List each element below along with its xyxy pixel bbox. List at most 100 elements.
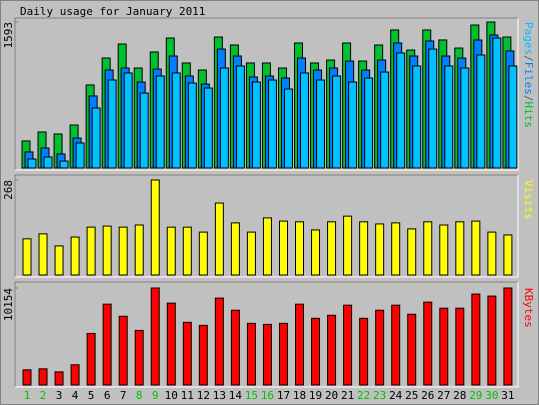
bar bbox=[423, 301, 433, 386]
x-tick-label: 7 bbox=[120, 389, 127, 402]
bar bbox=[54, 371, 64, 386]
bar bbox=[316, 79, 326, 169]
x-tick-label: 20 bbox=[325, 389, 338, 402]
bar bbox=[444, 65, 454, 169]
bar bbox=[412, 65, 422, 169]
bar bbox=[54, 245, 64, 276]
panel-bevel bbox=[14, 17, 518, 170]
bar bbox=[492, 37, 502, 169]
x-tick-label: 10 bbox=[165, 389, 178, 402]
y-tick-label: 10154 bbox=[2, 288, 15, 321]
x-tick-label: 5 bbox=[88, 389, 95, 402]
bar bbox=[22, 369, 32, 386]
bar bbox=[139, 92, 149, 169]
bar bbox=[75, 142, 85, 169]
bar bbox=[311, 229, 321, 276]
x-tick-label: 9 bbox=[152, 389, 159, 402]
bar bbox=[460, 67, 470, 169]
bar bbox=[508, 65, 518, 169]
x-tick-label: 15 bbox=[245, 389, 258, 402]
bar bbox=[198, 324, 208, 386]
bar bbox=[455, 307, 465, 386]
legend-entry: Hits bbox=[522, 102, 535, 129]
bar bbox=[428, 48, 438, 169]
panel-bevel bbox=[15, 282, 519, 388]
x-tick-label: 13 bbox=[213, 389, 226, 402]
bar bbox=[214, 297, 224, 386]
bar bbox=[134, 224, 144, 276]
bar bbox=[123, 72, 133, 169]
bar bbox=[182, 321, 192, 386]
bar bbox=[22, 238, 32, 276]
bar bbox=[295, 303, 305, 386]
bar bbox=[262, 323, 272, 386]
x-tick-label: 11 bbox=[181, 389, 194, 402]
x-tick-label: 25 bbox=[405, 389, 418, 402]
legend: Pages/Files/Hits bbox=[522, 22, 535, 128]
x-tick-label: 21 bbox=[341, 389, 354, 402]
x-tick-label: 2 bbox=[40, 389, 47, 402]
legend-separator: / bbox=[522, 55, 535, 62]
x-tick-label: 14 bbox=[229, 389, 243, 402]
legend-entry: Visits bbox=[522, 180, 535, 220]
y-tick-label: 268 bbox=[2, 180, 15, 200]
x-tick-label: 22 bbox=[357, 389, 370, 402]
bar bbox=[230, 222, 240, 276]
legend: Visits bbox=[522, 180, 535, 220]
bar bbox=[278, 220, 288, 276]
bar bbox=[70, 236, 80, 276]
bar bbox=[343, 304, 353, 386]
bar bbox=[407, 228, 417, 276]
bar bbox=[43, 156, 53, 169]
bar bbox=[423, 221, 433, 276]
x-tick-label: 3 bbox=[56, 389, 63, 402]
bar bbox=[300, 72, 310, 169]
bar bbox=[327, 314, 337, 386]
bar bbox=[262, 217, 272, 276]
x-tick-label: 28 bbox=[453, 389, 466, 402]
bar bbox=[118, 315, 128, 386]
x-tick-label: 31 bbox=[501, 389, 514, 402]
bar bbox=[91, 107, 101, 169]
bar bbox=[246, 231, 256, 276]
legend-entry: Pages bbox=[522, 22, 535, 55]
bar bbox=[86, 332, 96, 386]
bar bbox=[503, 234, 513, 276]
x-tick-label: 4 bbox=[72, 389, 79, 402]
bar bbox=[487, 295, 497, 386]
bar bbox=[187, 82, 197, 169]
bar bbox=[375, 223, 385, 276]
x-tick-label: 26 bbox=[421, 389, 434, 402]
bar bbox=[86, 226, 96, 276]
bar bbox=[246, 322, 256, 386]
bar bbox=[171, 72, 181, 169]
bar bbox=[182, 226, 192, 276]
bar bbox=[134, 329, 144, 386]
bar bbox=[267, 79, 277, 169]
bar bbox=[219, 67, 229, 169]
bar bbox=[332, 75, 342, 169]
bar bbox=[166, 226, 176, 276]
legend-entry: Files bbox=[522, 62, 535, 95]
bar bbox=[471, 220, 481, 276]
bar bbox=[150, 287, 160, 386]
bar bbox=[439, 224, 449, 276]
x-tick-label: 30 bbox=[485, 389, 498, 402]
bar bbox=[38, 368, 48, 386]
bar bbox=[230, 309, 240, 386]
bar bbox=[166, 302, 176, 386]
bar bbox=[364, 77, 374, 169]
legend: KBytes bbox=[522, 288, 535, 328]
bar bbox=[343, 215, 353, 276]
bar bbox=[102, 303, 112, 386]
bar bbox=[155, 75, 165, 169]
bar bbox=[348, 81, 358, 169]
bar bbox=[198, 231, 208, 276]
panel-bevel bbox=[14, 174, 518, 277]
bar bbox=[38, 233, 48, 276]
bar bbox=[391, 222, 401, 276]
bar bbox=[283, 88, 293, 169]
x-tick-label: 29 bbox=[469, 389, 482, 402]
bar bbox=[59, 160, 69, 169]
